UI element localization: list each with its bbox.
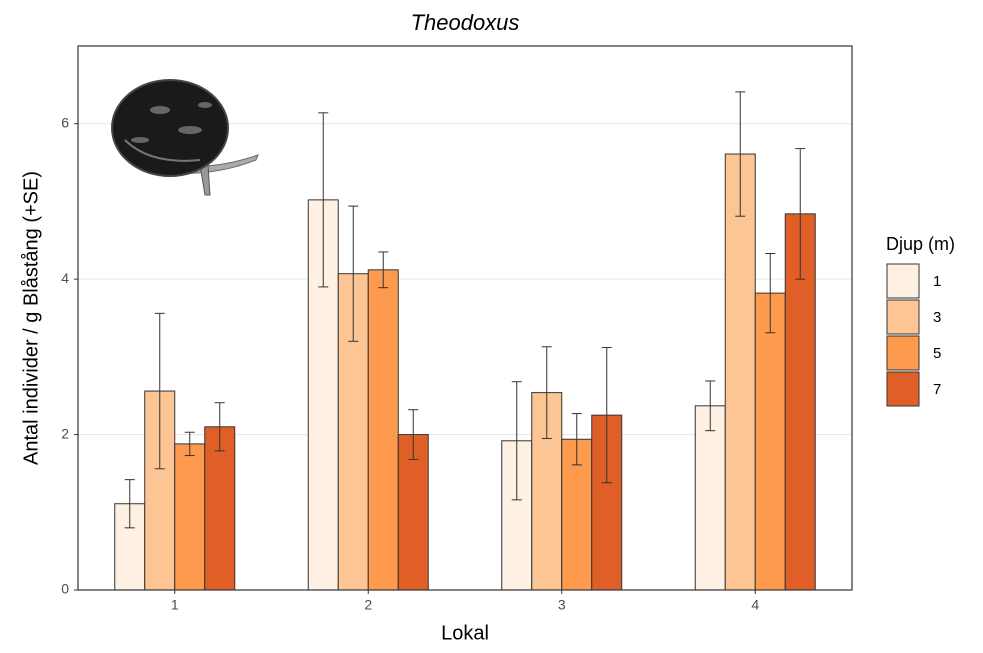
bar: [174, 443, 206, 591]
legend-label: 5: [933, 345, 941, 362]
legend-title: Djup (m): [886, 234, 955, 254]
y-tick-label: 0: [61, 581, 69, 597]
error-bar: [571, 413, 582, 466]
legend-key: [886, 335, 920, 371]
legend-label: 3: [933, 309, 941, 326]
panel-border: [77, 45, 853, 591]
error-bar: [348, 205, 359, 342]
bar: [724, 153, 756, 591]
x-tick-label: 2: [364, 597, 372, 613]
bar: [754, 292, 786, 591]
legend-key: [886, 263, 920, 299]
error-bar: [214, 402, 225, 452]
error-bar: [378, 251, 389, 289]
error-bar: [184, 431, 195, 457]
error-bar: [735, 91, 746, 217]
x-tick-label: 4: [751, 597, 759, 613]
y-tick-label: 6: [61, 114, 69, 130]
snail-icon: [111, 79, 259, 196]
error-bar: [511, 381, 522, 501]
x-tick-label: 1: [171, 597, 179, 613]
error-bar: [705, 380, 716, 432]
error-bar: [154, 312, 165, 470]
y-axis-title: Antal individer / g Blåstång (+SE): [20, 171, 42, 465]
legend-label: 7: [933, 381, 941, 398]
legend-key: [886, 299, 920, 335]
error-bar: [408, 409, 419, 460]
bar: [204, 426, 236, 591]
x-axis-title: Lokal: [441, 622, 489, 644]
y-tick-label: 4: [61, 270, 69, 286]
error-bar: [765, 252, 776, 334]
x-tick-label: 3: [558, 597, 566, 613]
plot-area: 0 2 4 6 1 2 3 4: [61, 91, 852, 613]
error-bar: [541, 346, 552, 439]
error-bar: [124, 479, 135, 529]
error-bar: [795, 148, 806, 280]
bar: [367, 269, 399, 591]
error-bar: [601, 347, 612, 484]
legend-key: [886, 371, 920, 407]
y-tick-label: 2: [61, 425, 69, 441]
error-bar: [318, 112, 329, 288]
legend-label: 1: [933, 273, 941, 290]
bar: [694, 405, 726, 591]
chart-title: Theodoxus: [411, 10, 520, 35]
